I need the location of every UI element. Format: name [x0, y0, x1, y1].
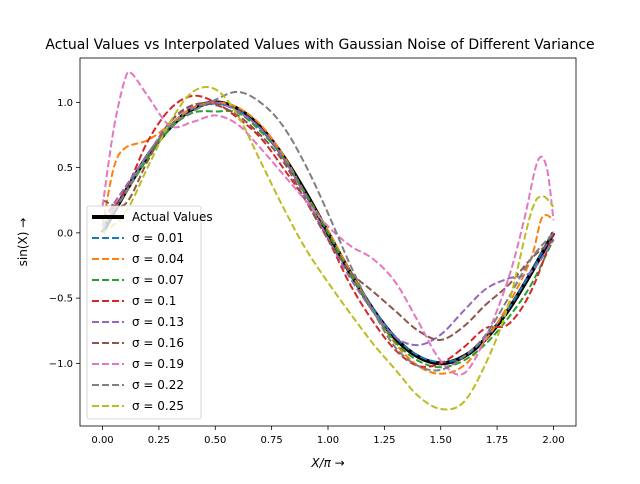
legend: Actual Values σ = 0.01 σ = 0.04 σ = 0.07 σ =…: [86, 205, 213, 420]
legend-label: σ = 0.13: [132, 315, 184, 329]
x-tick-label: 0.75: [261, 435, 283, 446]
chart-title: Actual Values vs Interpolated Values wit…: [45, 37, 594, 53]
legend-label: σ = 0.16: [132, 336, 184, 350]
x-axis-ticks: 0.00 0.25 0.50 0.75 1.00 1.25 1.50 1.75 2.00: [91, 426, 565, 446]
x-tick-label: 1.50: [430, 435, 452, 446]
y-tick-label: −1.0: [49, 359, 73, 370]
y-tick-label: −0.5: [49, 294, 73, 305]
y-axis-label: sin(X) →: [16, 218, 30, 267]
series-line-3: [101, 109, 555, 369]
x-tick-label: 0.50: [204, 435, 226, 446]
legend-label: σ = 0.1: [132, 294, 176, 308]
series-line-8: [101, 90, 555, 372]
x-tick-label: 0.25: [148, 435, 170, 446]
series-line-6: [102, 102, 555, 341]
x-tick-label: 1.25: [373, 435, 395, 446]
legend-label: Actual Values: [132, 210, 213, 224]
x-tick-label: 1.00: [317, 435, 339, 446]
y-axis-ticks: −1.0 −0.5 0.0 0.5 1.0: [49, 98, 80, 370]
legend-label: σ = 0.25: [132, 399, 184, 413]
series-lines: [100, 70, 556, 411]
x-tick-label: 2.00: [542, 435, 564, 446]
legend-label: σ = 0.22: [132, 378, 184, 392]
x-tick-label: 1.75: [486, 435, 508, 446]
x-tick-label: 0.00: [91, 435, 113, 446]
legend-label: σ = 0.04: [132, 252, 184, 266]
plot-frame: [79, 57, 577, 427]
y-tick-label: 0.5: [57, 163, 73, 174]
series-line-5: [101, 101, 555, 347]
x-axis-label: X/π →: [310, 456, 344, 470]
legend-label: σ = 0.01: [132, 231, 184, 245]
y-tick-label: 0.0: [57, 228, 73, 239]
series-line-7: [101, 70, 555, 376]
legend-label: σ = 0.07: [132, 273, 184, 287]
y-tick-label: 1.0: [57, 98, 73, 109]
series-line-2: [101, 101, 554, 375]
legend-label: σ = 0.19: [132, 357, 184, 371]
series-line-9: [101, 85, 555, 411]
